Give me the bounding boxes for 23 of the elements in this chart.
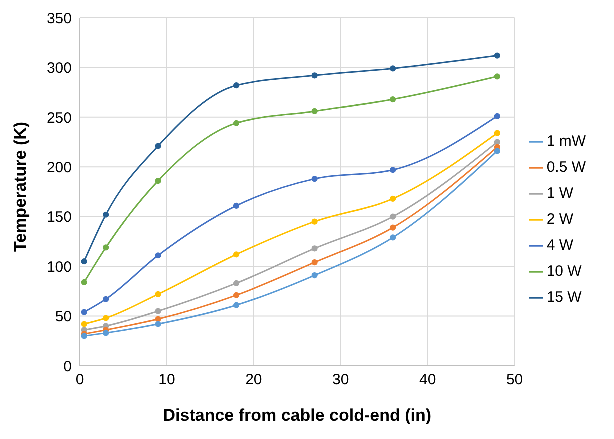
- y-tick-label: 50: [55, 308, 72, 326]
- x-tick-label: 10: [158, 372, 176, 389]
- legend-label: 2 W: [546, 210, 574, 228]
- legend-label: 10 W: [546, 262, 582, 280]
- x-tick-label: 50: [506, 372, 524, 389]
- legend-label: 4 W: [546, 236, 574, 254]
- legend-label: 15 W: [546, 288, 582, 306]
- y-tick-label: 250: [46, 110, 72, 127]
- y-tick-label: 350: [46, 10, 72, 28]
- y-tick-label: 0: [64, 358, 72, 376]
- x-tick-label: 40: [420, 372, 436, 389]
- x-tick-label: 0: [76, 372, 84, 389]
- y-tick-label: 100: [46, 258, 72, 276]
- y-axis-title: Temperature (K): [11, 122, 30, 252]
- x-tick-label: 30: [332, 372, 350, 389]
- legend-label: 1 mW: [546, 132, 586, 150]
- legend-label: 0.5 W: [546, 158, 586, 176]
- x-axis-title: Distance from cable cold-end (in): [163, 406, 432, 425]
- y-tick-label: 150: [46, 209, 72, 226]
- y-tick-label: 300: [46, 60, 72, 78]
- x-tick-label: 20: [246, 372, 262, 389]
- y-tick-label: 200: [46, 159, 72, 176]
- legend-label: 1 W: [546, 184, 574, 202]
